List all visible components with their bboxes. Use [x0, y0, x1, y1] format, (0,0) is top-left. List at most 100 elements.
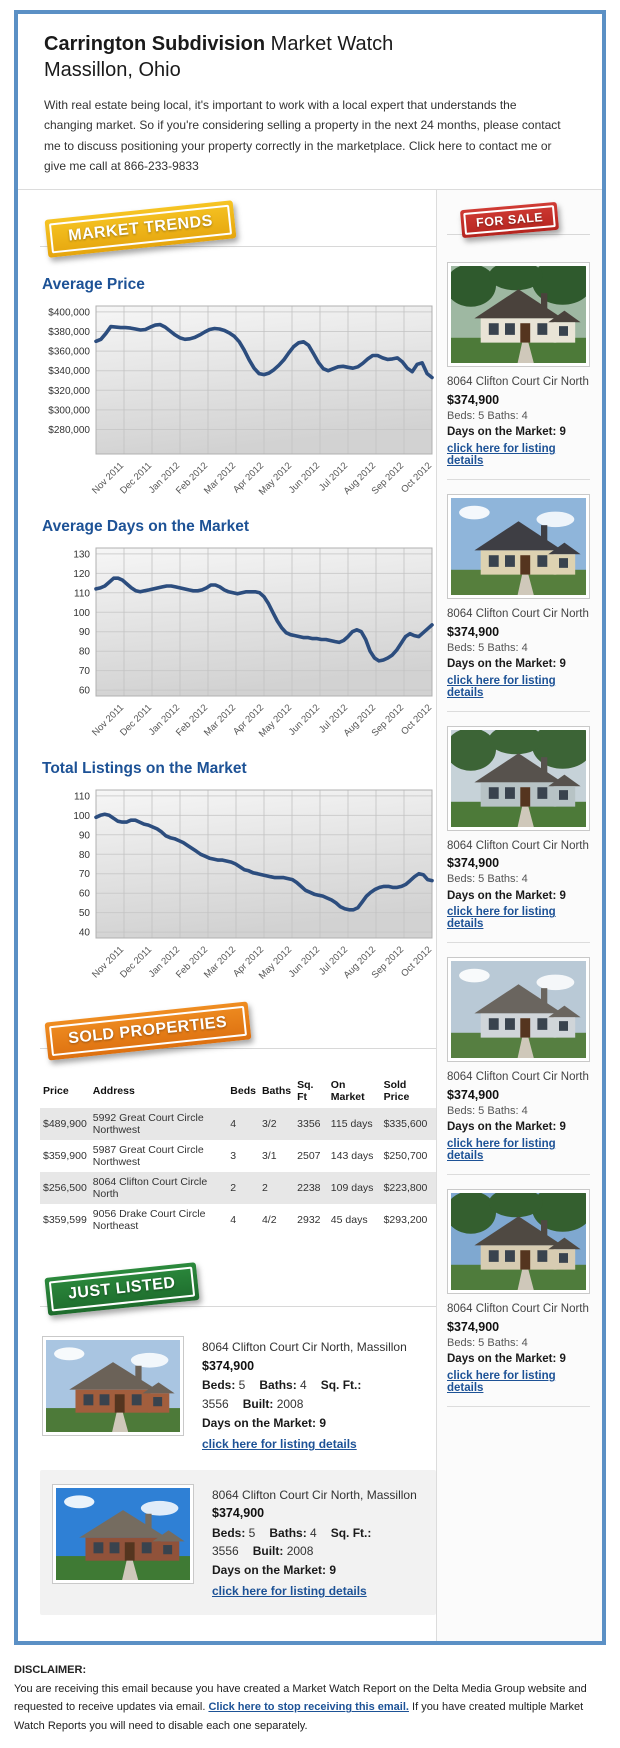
house-photo-illustration: [56, 1487, 190, 1580]
listing-details-link[interactable]: click here for listing details: [447, 674, 556, 699]
market-trends-badge-label: MARKET TRENDS: [48, 204, 233, 254]
disclaimer-heading: DISCLAIMER:: [14, 1664, 87, 1677]
table-cell: 2932: [297, 1214, 321, 1227]
content-columns: MARKET TRENDS Average Price $280,000 $300…: [18, 190, 602, 1642]
svg-text:90: 90: [79, 628, 91, 639]
for-sale-card: 8064 Clifton Court Cir North $374,900 Be…: [447, 957, 590, 1176]
sold-column-header: On Market: [330, 1079, 365, 1104]
table-cell: $489,900: [43, 1118, 87, 1131]
table-cell: 2: [230, 1182, 237, 1195]
listing-price: $374,900: [447, 392, 500, 407]
svg-text:$280,000: $280,000: [48, 425, 90, 436]
table-cell: $359,599: [43, 1214, 87, 1227]
svg-text:Oct 2012: Oct 2012: [399, 945, 434, 980]
listing-photo: [447, 262, 590, 368]
sold-table-header-row: Price Address Beds Baths Sq. Ft On Market Sold…: [40, 1074, 436, 1108]
intro-paragraph: With real estate being local, it's impor…: [44, 97, 561, 173]
spec-pair: Sq. Ft.: 3556: [202, 1378, 362, 1411]
table-cell: $223,800: [383, 1182, 428, 1195]
table-row: $359,599 9056 Drake Court Circle Northeas…: [40, 1204, 436, 1236]
table-cell: 3356: [297, 1118, 321, 1131]
page: Carrington Subdivision Market Watch Mass…: [0, 10, 620, 1736]
table-cell: 115 days: [330, 1118, 373, 1131]
sidebar-for-sale: FOR SALE 8064 Clifton Court Cir North $3…: [436, 190, 602, 1642]
svg-text:130: 130: [73, 550, 90, 561]
total-listings-chart: 40 50 60 70 80 90 100 110 Nov 2011 Dec 2011 Jan 20…: [40, 784, 436, 988]
for-sale-card: 8064 Clifton Court Cir North $374,900 Be…: [447, 262, 590, 481]
just-listed-text: 8064 Clifton Court Cir North, Massillon …: [212, 1484, 424, 1601]
table-cell: 8064 Clifton Court Circle North: [92, 1176, 208, 1201]
listing-days-on-market: Days on the Market: 9: [447, 1121, 566, 1134]
table-cell: 3/2: [261, 1118, 277, 1131]
svg-text:70: 70: [79, 870, 91, 881]
listing-price: $374,900: [447, 1319, 500, 1334]
svg-text:90: 90: [79, 831, 91, 842]
email-header: Carrington Subdivision Market Watch Mass…: [18, 14, 602, 191]
sold-properties-badge: SOLD PROPERTIES: [44, 1001, 251, 1061]
svg-text:Jun 2012: Jun 2012: [287, 945, 322, 980]
for-sale-badge-label: FOR SALE: [463, 205, 556, 236]
table-cell: 4: [230, 1214, 237, 1227]
table-cell: $256,500: [43, 1182, 87, 1195]
listing-days-on-market: Days on the Market: 9: [202, 1415, 327, 1430]
just-listed-text: 8064 Clifton Court Cir North, Massillon …: [202, 1336, 436, 1453]
listing-address: 8064 Clifton Court Cir North: [447, 1303, 589, 1316]
unsubscribe-link[interactable]: Click here to stop receiving this email.: [208, 1701, 409, 1714]
table-cell: $335,600: [383, 1118, 428, 1131]
listing-details-link[interactable]: click here for listing details: [202, 1437, 357, 1452]
svg-text:100: 100: [73, 608, 90, 619]
svg-text:50: 50: [79, 909, 91, 920]
for-sale-listings: 8064 Clifton Court Cir North $374,900 Be…: [447, 262, 590, 1407]
svg-text:60: 60: [79, 686, 91, 697]
page-title: Carrington Subdivision Market Watch Mass…: [44, 31, 576, 84]
listing-details-link[interactable]: click here for listing details: [212, 1584, 367, 1599]
spec-pair: Built: 2008: [242, 1396, 304, 1411]
listing-photo: [447, 1189, 590, 1295]
listing-price: $374,900: [447, 856, 500, 871]
sold-column-header: Beds: [230, 1085, 256, 1098]
svg-text:Oct 2012: Oct 2012: [399, 703, 434, 738]
listing-details-link[interactable]: click here for listing details: [447, 1138, 556, 1163]
listing-details-link[interactable]: click here for listing details: [447, 443, 556, 468]
table-cell: $293,200: [383, 1214, 428, 1227]
house-photo-illustration: [451, 266, 586, 364]
title-city: Massillon, Ohio: [44, 59, 181, 82]
listing-beds-baths: Beds: 5 Baths: 4: [447, 641, 528, 654]
listing-photo: [447, 725, 590, 831]
table-row: $359,900 5987 Great Court Circle Northwes…: [40, 1140, 436, 1172]
listing-photo: [42, 1336, 184, 1437]
house-photo-illustration: [451, 1193, 586, 1291]
table-cell: 109 days: [330, 1182, 374, 1195]
sold-properties-badge-label: SOLD PROPERTIES: [48, 1006, 247, 1057]
house-photo-illustration: [451, 729, 586, 827]
listing-days-on-market: Days on the Market: 9: [212, 1562, 337, 1577]
disclaimer: DISCLAIMER: You are receiving this email…: [14, 1661, 606, 1736]
table-cell: 5987 Great Court Circle Northwest: [92, 1144, 204, 1169]
svg-text:$360,000: $360,000: [48, 347, 90, 358]
sold-column-header: Sq. Ft: [297, 1079, 314, 1104]
listing-details-link[interactable]: click here for listing details: [447, 906, 556, 931]
listing-address: 8064 Clifton Court Cir North: [447, 608, 589, 621]
svg-text:$300,000: $300,000: [48, 406, 90, 417]
listing-days-on-market: Days on the Market: 9: [447, 426, 566, 439]
listing-days-on-market: Days on the Market: 9: [447, 889, 566, 902]
listing-details-link[interactable]: click here for listing details: [447, 1369, 556, 1394]
table-cell: 45 days: [330, 1214, 368, 1227]
spec-pair: Baths: 4: [269, 1525, 317, 1540]
listing-beds-baths: Beds: 5 Baths: 4: [447, 409, 528, 422]
for-sale-card: 8064 Clifton Court Cir North $374,900 Be…: [447, 725, 590, 944]
avg-price-heading: Average Price: [42, 276, 145, 294]
for-sale-badge: FOR SALE: [459, 202, 560, 239]
svg-text:80: 80: [79, 647, 91, 658]
sold-properties-badge-row: SOLD PROPERTIES: [40, 1001, 436, 1064]
house-photo-illustration: [46, 1340, 180, 1433]
table-row: $256,500 8064 Clifton Court Circle North 2…: [40, 1172, 436, 1205]
listing-price: $374,900: [447, 624, 500, 639]
avg-days-heading: Average Days on the Market: [42, 518, 250, 536]
listing-photo: [52, 1483, 194, 1584]
svg-text:80: 80: [79, 850, 91, 861]
listing-days-on-market: Days on the Market: 9: [447, 658, 566, 671]
table-cell: 4: [230, 1118, 237, 1131]
for-sale-card: 8064 Clifton Court Cir North $374,900 Be…: [447, 494, 590, 712]
listing-beds-baths: Beds: 5 Baths: 4: [447, 1336, 528, 1349]
